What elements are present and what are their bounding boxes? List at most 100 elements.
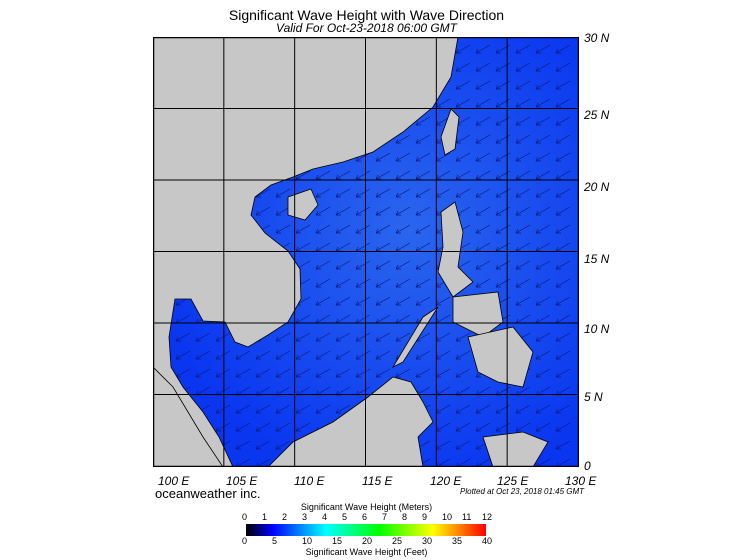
- wave-arrow: [375, 368, 391, 378]
- wave-arrow: [275, 440, 291, 450]
- wave-arrow: [415, 350, 431, 360]
- wave-arrow: [295, 404, 311, 414]
- wave-arrow: [315, 278, 331, 288]
- wave-arrow: [415, 134, 431, 144]
- feet-tick: 20: [362, 536, 373, 546]
- wave-arrow: [255, 440, 271, 450]
- wave-arrow: [355, 332, 371, 342]
- wave-arrow: [375, 350, 391, 360]
- wave-arrow: [335, 350, 351, 360]
- map-title: Significant Wave Height with Wave Direct…: [228, 7, 505, 23]
- wave-arrow: [455, 368, 471, 378]
- wave-arrow: [395, 206, 411, 216]
- graticule: [153, 37, 578, 466]
- meters-tick: 1: [262, 512, 268, 522]
- wave-arrow: [335, 224, 351, 234]
- wave-arrow: [555, 440, 571, 450]
- wave-arrow: [375, 170, 391, 180]
- feet-tick: 5: [272, 536, 278, 546]
- wave-arrow: [235, 422, 251, 432]
- land-visayas: [452, 291, 504, 338]
- wave-arrow: [475, 80, 491, 90]
- wave-arrow: [515, 98, 531, 108]
- wave-arrow: [515, 278, 531, 288]
- wave-arrow: [415, 152, 431, 162]
- wave-arrow: [515, 80, 531, 90]
- wave-arrow: [535, 170, 551, 180]
- wave-arrow: [415, 260, 431, 270]
- wave-arrow: [315, 332, 331, 342]
- feet-tick: 10: [302, 536, 313, 546]
- wave-arrow: [355, 224, 371, 234]
- wave-arrow: [335, 332, 351, 342]
- wave-arrow: [275, 332, 291, 342]
- wave-arrow: [335, 278, 351, 288]
- land-palawan: [391, 306, 439, 368]
- wave-arrow: [355, 152, 371, 162]
- wave-arrow: [555, 170, 571, 180]
- wave-arrow: [215, 404, 231, 414]
- lon-label: 125 E: [497, 474, 529, 488]
- wave-arrow: [555, 152, 571, 162]
- wave-arrow: [315, 296, 331, 306]
- wave-arrow: [395, 278, 411, 288]
- meters-tick: 3: [302, 512, 308, 522]
- wave-arrow: [375, 332, 391, 342]
- wave-arrow: [515, 152, 531, 162]
- wave-arrow: [475, 224, 491, 234]
- wave-arrow: [295, 332, 311, 342]
- wave-arrow: [535, 188, 551, 198]
- feet-tick: 0: [242, 536, 248, 546]
- wave-arrow: [475, 152, 491, 162]
- wave-arrow: [515, 44, 531, 54]
- wave-arrow: [455, 440, 471, 450]
- lat-label: 20 N: [584, 180, 610, 194]
- wave-arrow: [555, 116, 571, 126]
- wave-arrow: [275, 422, 291, 432]
- meters-tick: 12: [482, 512, 493, 522]
- meters-tick: 10: [442, 512, 453, 522]
- wave-arrow: [475, 206, 491, 216]
- wave-arrow: [315, 368, 331, 378]
- wave-arrow: [535, 98, 551, 108]
- wave-arrow: [555, 350, 571, 360]
- wave-arrow: [475, 62, 491, 72]
- wave-arrow: [295, 224, 311, 234]
- wave-arrow: [315, 188, 331, 198]
- wave-arrow: [335, 206, 351, 216]
- meters-tick: 0: [242, 512, 248, 522]
- land-borneo: [267, 376, 434, 467]
- wave-arrow: [515, 260, 531, 270]
- wave-arrow: [355, 188, 371, 198]
- brand-text: oceanweather inc.: [155, 486, 261, 501]
- lat-label: 5 N: [584, 390, 603, 404]
- lon-label: 130 E: [565, 474, 597, 488]
- wave-arrow: [415, 170, 431, 180]
- wave-arrow: [455, 422, 471, 432]
- wave-arrow: [295, 422, 311, 432]
- wave-arrow: [535, 152, 551, 162]
- wave-arrow: [375, 206, 391, 216]
- wave-arrow: [515, 224, 531, 234]
- wave-arrow: [195, 368, 211, 378]
- wave-arrow: [275, 404, 291, 414]
- wave-arrow: [535, 368, 551, 378]
- wave-arrow: [275, 350, 291, 360]
- meters-tick: 7: [382, 512, 388, 522]
- wave-arrow: [475, 260, 491, 270]
- land-taiwan: [440, 108, 460, 156]
- wave-arrow: [535, 44, 551, 54]
- wave-arrow: [395, 260, 411, 270]
- map-subtitle: Valid For Oct-23-2018 06:00 GMT: [276, 21, 457, 35]
- wave-arrow: [335, 170, 351, 180]
- wave-arrow: [535, 278, 551, 288]
- wave-arrow: [255, 368, 271, 378]
- land-sulawesi: [482, 431, 549, 467]
- wave-arrow: [375, 224, 391, 234]
- wave-arrow: [455, 98, 471, 108]
- wave-arrow: [555, 296, 571, 306]
- lon-label: 120 E: [430, 474, 462, 488]
- wave-arrow: [215, 350, 231, 360]
- wave-arrow: [555, 278, 571, 288]
- wave-arrow: [515, 404, 531, 414]
